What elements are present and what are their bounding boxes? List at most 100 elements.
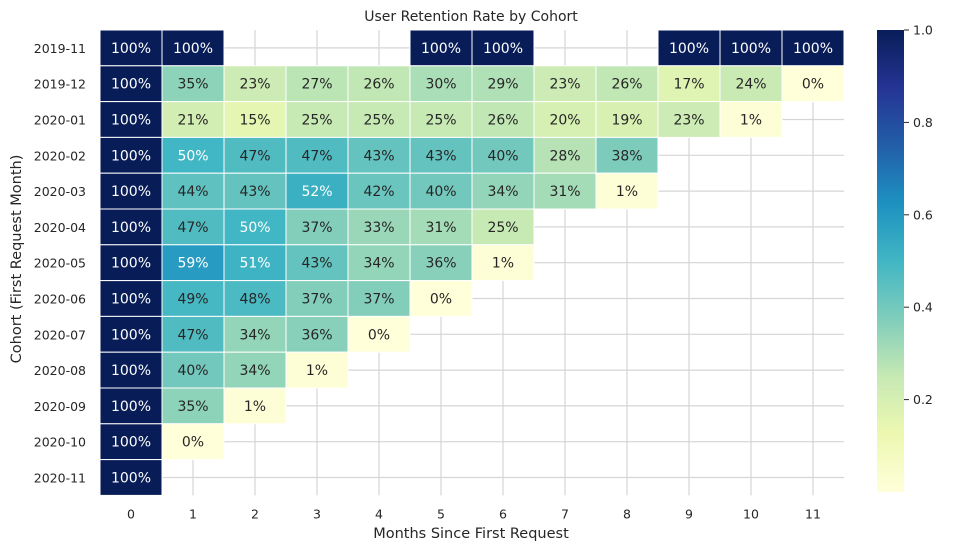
heatmap-cell (719, 101, 783, 138)
cell-value-label: 1% (306, 363, 328, 379)
heatmap-cell (471, 244, 535, 282)
cell-value-label: 47% (177, 220, 208, 236)
heatmap-cell (99, 459, 163, 496)
cell-value-label: 37% (301, 292, 332, 308)
y-tick-labels: 2019-11 2019-12 2020-01 2020-02 2020-03 2020-… (34, 41, 86, 486)
cell-value-label: 100% (111, 292, 151, 308)
cell-value-label: 25% (301, 113, 332, 129)
cell-value-label: 100% (111, 256, 151, 272)
heatmap-cell (99, 315, 163, 353)
y-tick-label: 2019-12 (34, 77, 86, 92)
heatmap-cell (471, 136, 535, 174)
y-tick-label: 2020-05 (34, 256, 86, 271)
y-tick-label: 2020-09 (34, 399, 86, 414)
cell-value-label: 23% (673, 113, 704, 129)
heatmap-cell (99, 387, 163, 425)
heatmap-cell (409, 101, 473, 138)
cell-value-label: 51% (239, 256, 270, 272)
cell-value-label: 37% (363, 292, 394, 308)
cell-value-label: 52% (301, 184, 332, 200)
cell-value-label: 100% (731, 41, 771, 57)
cell-value-label: 100% (111, 148, 151, 164)
heatmap-cell (657, 29, 721, 67)
x-tick-label: 3 (313, 506, 321, 521)
cell-value-label: 47% (301, 148, 332, 164)
cell-value-label: 1% (244, 399, 266, 415)
heatmap-cell (99, 29, 163, 67)
cell-value-label: 23% (239, 77, 270, 93)
heatmap-cell (347, 244, 411, 282)
y-tick-label: 2020-08 (34, 363, 86, 378)
cell-value-label: 100% (421, 41, 461, 57)
heatmap-cell (471, 101, 535, 138)
x-tick-label: 6 (499, 506, 507, 521)
y-axis-label: Cohort (First Request Month) (9, 155, 25, 364)
cell-value-label: 100% (483, 41, 523, 57)
heatmap-cell (719, 29, 783, 67)
cell-value-label: 26% (487, 113, 518, 129)
cell-value-label: 100% (173, 41, 213, 57)
cell-value-label: 100% (111, 435, 151, 451)
heatmap-cells: 100% 100% 100% 100% 100% 100% 100% 100% 35% 23% 27… (99, 29, 845, 496)
y-tick-label: 2020-02 (34, 148, 86, 163)
heatmap-cell (409, 29, 473, 67)
cell-value-label: 36% (301, 327, 332, 343)
x-tick-label: 9 (685, 506, 693, 521)
cell-value-label: 42% (363, 184, 394, 200)
cell-value-label: 35% (177, 399, 208, 415)
x-tick-label: 0 (127, 506, 135, 521)
cell-value-label: 25% (425, 113, 456, 129)
heatmap-cell (223, 172, 287, 210)
cell-value-label: 20% (549, 113, 580, 129)
heatmap-cell (161, 315, 225, 353)
colorbar-tick-label: 0.2 (913, 392, 933, 407)
heatmap-cell (285, 208, 349, 246)
colorbar-gradient (877, 30, 904, 492)
cell-value-label: 31% (425, 220, 456, 236)
colorbar-tick-label: 0.8 (913, 115, 933, 130)
y-tick-label: 2020-06 (34, 292, 86, 307)
x-tick-label: 2 (251, 506, 259, 521)
cell-value-label: 100% (111, 184, 151, 200)
heatmap-cell (161, 29, 225, 67)
cell-value-label: 100% (669, 41, 709, 57)
heatmap-cell (223, 280, 287, 317)
x-tick-label: 5 (437, 506, 445, 521)
cell-value-label: 15% (239, 113, 270, 129)
cell-value-label: 37% (301, 220, 332, 236)
cell-value-label: 100% (111, 41, 151, 57)
cell-value-label: 43% (239, 184, 270, 200)
cell-value-label: 30% (425, 77, 456, 93)
heatmap-cell (99, 136, 163, 174)
cell-value-label: 0% (802, 77, 824, 93)
heatmap-cell (285, 101, 349, 138)
cell-value-label: 26% (611, 77, 642, 93)
cell-value-label: 0% (430, 292, 452, 308)
heatmap-cell (285, 280, 349, 317)
heatmap-cell (161, 351, 225, 389)
y-tick-label: 2020-11 (34, 471, 86, 486)
cell-value-label: 48% (239, 292, 270, 308)
x-tick-labels: 0 1 2 3 4 5 6 7 8 9 10 11 (127, 506, 821, 521)
cell-value-label: 100% (111, 399, 151, 415)
cell-value-label: 35% (177, 77, 208, 93)
cell-value-label: 25% (363, 113, 394, 129)
heatmap-cell (595, 101, 659, 138)
cell-value-label: 38% (611, 148, 642, 164)
heatmap-cell (471, 65, 535, 103)
cell-value-label: 49% (177, 292, 208, 308)
heatmap-cell (657, 65, 721, 103)
cell-value-label: 23% (549, 77, 580, 93)
heatmap-cell (595, 172, 659, 210)
heatmap-cell (161, 65, 225, 103)
heatmap-cell (533, 101, 597, 138)
cell-value-label: 100% (111, 77, 151, 93)
cell-value-label: 1% (492, 256, 514, 272)
heatmap-cell (347, 65, 411, 103)
y-tick-label: 2020-01 (34, 113, 86, 128)
cell-value-label: 24% (735, 77, 766, 93)
cell-value-label: 33% (363, 220, 394, 236)
heatmap-cell (223, 208, 287, 246)
